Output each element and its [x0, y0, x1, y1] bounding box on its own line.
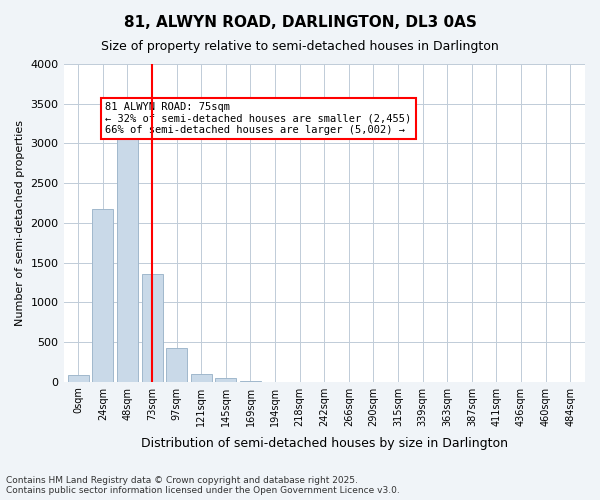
Text: 81 ALWYN ROAD: 75sqm
← 32% of semi-detached houses are smaller (2,455)
66% of se: 81 ALWYN ROAD: 75sqm ← 32% of semi-detac…	[105, 102, 412, 136]
Y-axis label: Number of semi-detached properties: Number of semi-detached properties	[15, 120, 25, 326]
Bar	[142, 274, 163, 382]
Bar	[215, 378, 236, 382]
Bar	[240, 381, 261, 382]
Bar	[166, 348, 187, 382]
Bar	[68, 374, 89, 382]
Bar	[92, 209, 113, 382]
Text: 81, ALWYN ROAD, DARLINGTON, DL3 0AS: 81, ALWYN ROAD, DARLINGTON, DL3 0AS	[124, 15, 476, 30]
Text: Contains HM Land Registry data © Crown copyright and database right 2025.
Contai: Contains HM Land Registry data © Crown c…	[6, 476, 400, 495]
X-axis label: Distribution of semi-detached houses by size in Darlington: Distribution of semi-detached houses by …	[141, 437, 508, 450]
Text: Size of property relative to semi-detached houses in Darlington: Size of property relative to semi-detach…	[101, 40, 499, 53]
Bar	[117, 123, 138, 382]
Bar	[191, 374, 212, 382]
